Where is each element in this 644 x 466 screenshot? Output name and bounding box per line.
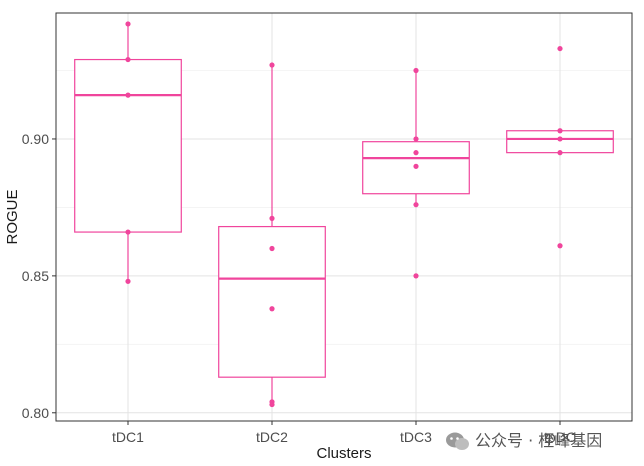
data-point: [413, 163, 419, 169]
data-point: [557, 128, 563, 134]
data-point: [413, 273, 419, 279]
data-point: [413, 136, 419, 142]
plot-panel-border: [55, 12, 633, 422]
y-axis: 0.80 0.85 0.90: [22, 131, 56, 421]
box-tDC2: [218, 62, 326, 408]
x-axis-title: Clusters: [316, 445, 371, 462]
iqr-box: [506, 130, 614, 154]
iqr-box: [218, 225, 326, 378]
data-point: [269, 306, 275, 312]
data-point: [413, 202, 419, 208]
x-tick-label: tDC1: [112, 429, 144, 445]
x-axis: tDC1 tDC2 tDC3 tpDC: [112, 421, 576, 445]
data-point: [269, 215, 275, 221]
data-point: [413, 150, 419, 156]
y-axis-title: ROGUE: [4, 189, 21, 244]
data-point: [125, 56, 131, 63]
data-point: [125, 21, 131, 27]
x-tick-label: tpDC: [544, 429, 576, 445]
watermark-text: 公众号 · 桎峰基因: [475, 431, 602, 450]
y-tick-label: 0.80: [22, 405, 49, 421]
wechat-icon: [446, 432, 469, 450]
box-tDC1: [74, 21, 182, 284]
x-tick-label: tDC2: [256, 429, 288, 445]
data-point: [269, 245, 275, 252]
box-tpDC: [506, 45, 614, 249]
data-point: [557, 136, 563, 142]
data-point: [557, 150, 563, 156]
data-point: [125, 92, 131, 98]
boxplot-series: [74, 21, 614, 408]
iqr-box: [74, 58, 182, 233]
box-tDC3: [362, 67, 470, 279]
y-tick-label: 0.85: [22, 268, 49, 284]
y-tick-label: 0.90: [22, 131, 49, 147]
data-point: [269, 62, 275, 68]
data-point: [125, 229, 131, 235]
data-point: [413, 67, 419, 74]
data-point: [125, 278, 131, 284]
data-point: [557, 45, 563, 52]
watermark: 公众号 · 桎峰基因: [446, 431, 602, 450]
data-point: [557, 243, 563, 249]
data-point: [269, 401, 275, 408]
x-tick-label: tDC3: [400, 429, 432, 445]
